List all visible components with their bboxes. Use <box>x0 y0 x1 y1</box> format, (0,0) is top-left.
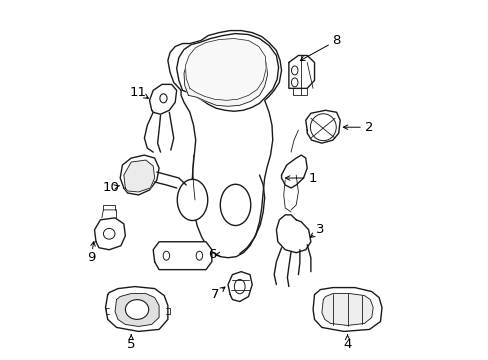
Text: 9: 9 <box>86 251 95 264</box>
Text: 11: 11 <box>130 86 147 99</box>
Text: 2: 2 <box>365 121 373 134</box>
Ellipse shape <box>220 184 250 225</box>
Text: 4: 4 <box>343 338 351 351</box>
Text: 5: 5 <box>127 338 135 351</box>
Polygon shape <box>120 155 159 195</box>
Polygon shape <box>94 218 125 250</box>
Polygon shape <box>149 84 176 114</box>
Polygon shape <box>183 41 267 106</box>
Polygon shape <box>167 31 281 258</box>
Polygon shape <box>176 33 278 111</box>
Polygon shape <box>281 155 306 188</box>
Polygon shape <box>321 293 372 325</box>
Polygon shape <box>105 287 167 332</box>
Polygon shape <box>115 293 159 327</box>
Polygon shape <box>185 39 265 100</box>
Polygon shape <box>292 88 306 95</box>
Ellipse shape <box>177 179 207 221</box>
Polygon shape <box>288 55 314 88</box>
Text: 7: 7 <box>211 288 219 301</box>
Polygon shape <box>312 288 381 332</box>
Text: 6: 6 <box>207 248 216 261</box>
Text: 3: 3 <box>316 223 324 236</box>
Text: 1: 1 <box>308 171 317 185</box>
Polygon shape <box>153 242 211 270</box>
Polygon shape <box>276 215 310 253</box>
Polygon shape <box>227 272 252 302</box>
Ellipse shape <box>125 300 148 319</box>
Polygon shape <box>305 110 340 143</box>
Text: 10: 10 <box>102 181 119 194</box>
Polygon shape <box>123 160 154 192</box>
Text: 8: 8 <box>332 34 340 47</box>
